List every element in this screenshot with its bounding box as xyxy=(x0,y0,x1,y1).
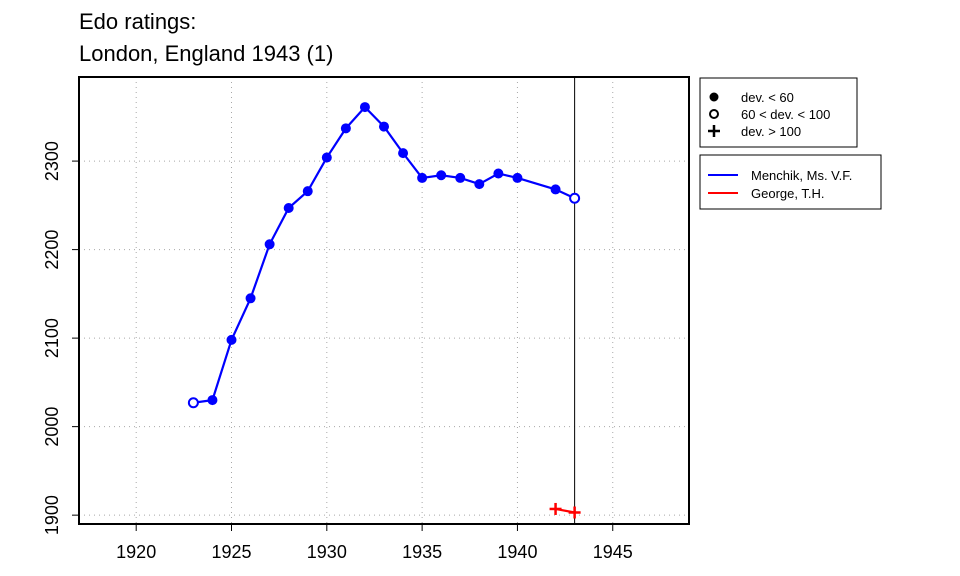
data-point xyxy=(321,152,332,163)
data-point xyxy=(569,192,581,204)
y-tick-label: 2200 xyxy=(42,230,62,270)
data-point xyxy=(474,179,485,190)
data-point xyxy=(245,293,256,304)
plot-frame xyxy=(78,76,690,525)
series-legend: Menchik, Ms. V.F. George, T.H. xyxy=(699,154,882,210)
gridlines xyxy=(79,77,689,524)
legend-marker-filled-circle xyxy=(709,92,719,102)
data-point xyxy=(283,203,294,214)
legend-series-label: Menchik, Ms. V.F. xyxy=(751,168,852,183)
legend-label: dev. < 60 xyxy=(741,90,794,105)
y-tick-label: 2300 xyxy=(42,141,62,181)
data-point xyxy=(436,170,447,181)
x-tick-label: 1945 xyxy=(593,542,633,562)
data-point xyxy=(398,148,409,159)
series-group xyxy=(187,102,581,409)
y-tick-label: 1900 xyxy=(42,495,62,535)
data-point xyxy=(549,502,562,515)
legend-marker-plus xyxy=(708,125,720,137)
series-legend-box xyxy=(699,154,882,210)
data-point xyxy=(264,239,275,250)
x-tick-label: 1920 xyxy=(116,542,156,562)
y-tick-label: 2000 xyxy=(42,407,62,447)
y-axis: 1900 2000 2100 2200 2300 xyxy=(42,141,79,535)
x-tick-label: 1925 xyxy=(211,542,251,562)
data-point xyxy=(417,172,428,183)
deviation-legend: dev. < 60 60 < dev. < 100 dev. > 100 xyxy=(699,77,858,148)
data-point xyxy=(340,123,351,134)
series-line xyxy=(193,105,576,404)
data-point xyxy=(512,172,523,183)
legend-label: 60 < dev. < 100 xyxy=(741,107,830,122)
y-tick-label: 2100 xyxy=(42,318,62,358)
deviation-legend-box xyxy=(699,77,858,148)
chart-title-line-2: London, England 1943 (1) xyxy=(79,41,333,66)
legend-series-label: George, T.H. xyxy=(751,186,824,201)
data-point xyxy=(207,395,218,406)
x-tick-label: 1930 xyxy=(307,542,347,562)
data-point xyxy=(455,172,466,183)
x-tick-label: 1940 xyxy=(497,542,537,562)
series-layer xyxy=(187,102,581,519)
data-point xyxy=(550,184,561,195)
data-point xyxy=(226,334,237,345)
data-point xyxy=(187,397,199,409)
data-point xyxy=(379,121,389,132)
data-point xyxy=(493,168,504,179)
legend-label: dev. > 100 xyxy=(741,124,801,139)
x-axis: 1920 1925 1930 1935 1940 1945 xyxy=(116,524,633,562)
data-point xyxy=(302,186,313,197)
series-group xyxy=(549,502,581,519)
chart-title-line-1: Edo ratings: xyxy=(79,9,196,34)
legend-marker-open-circle xyxy=(709,109,719,119)
data-point xyxy=(359,102,370,113)
x-tick-label: 1935 xyxy=(402,542,442,562)
data-point xyxy=(568,506,581,519)
